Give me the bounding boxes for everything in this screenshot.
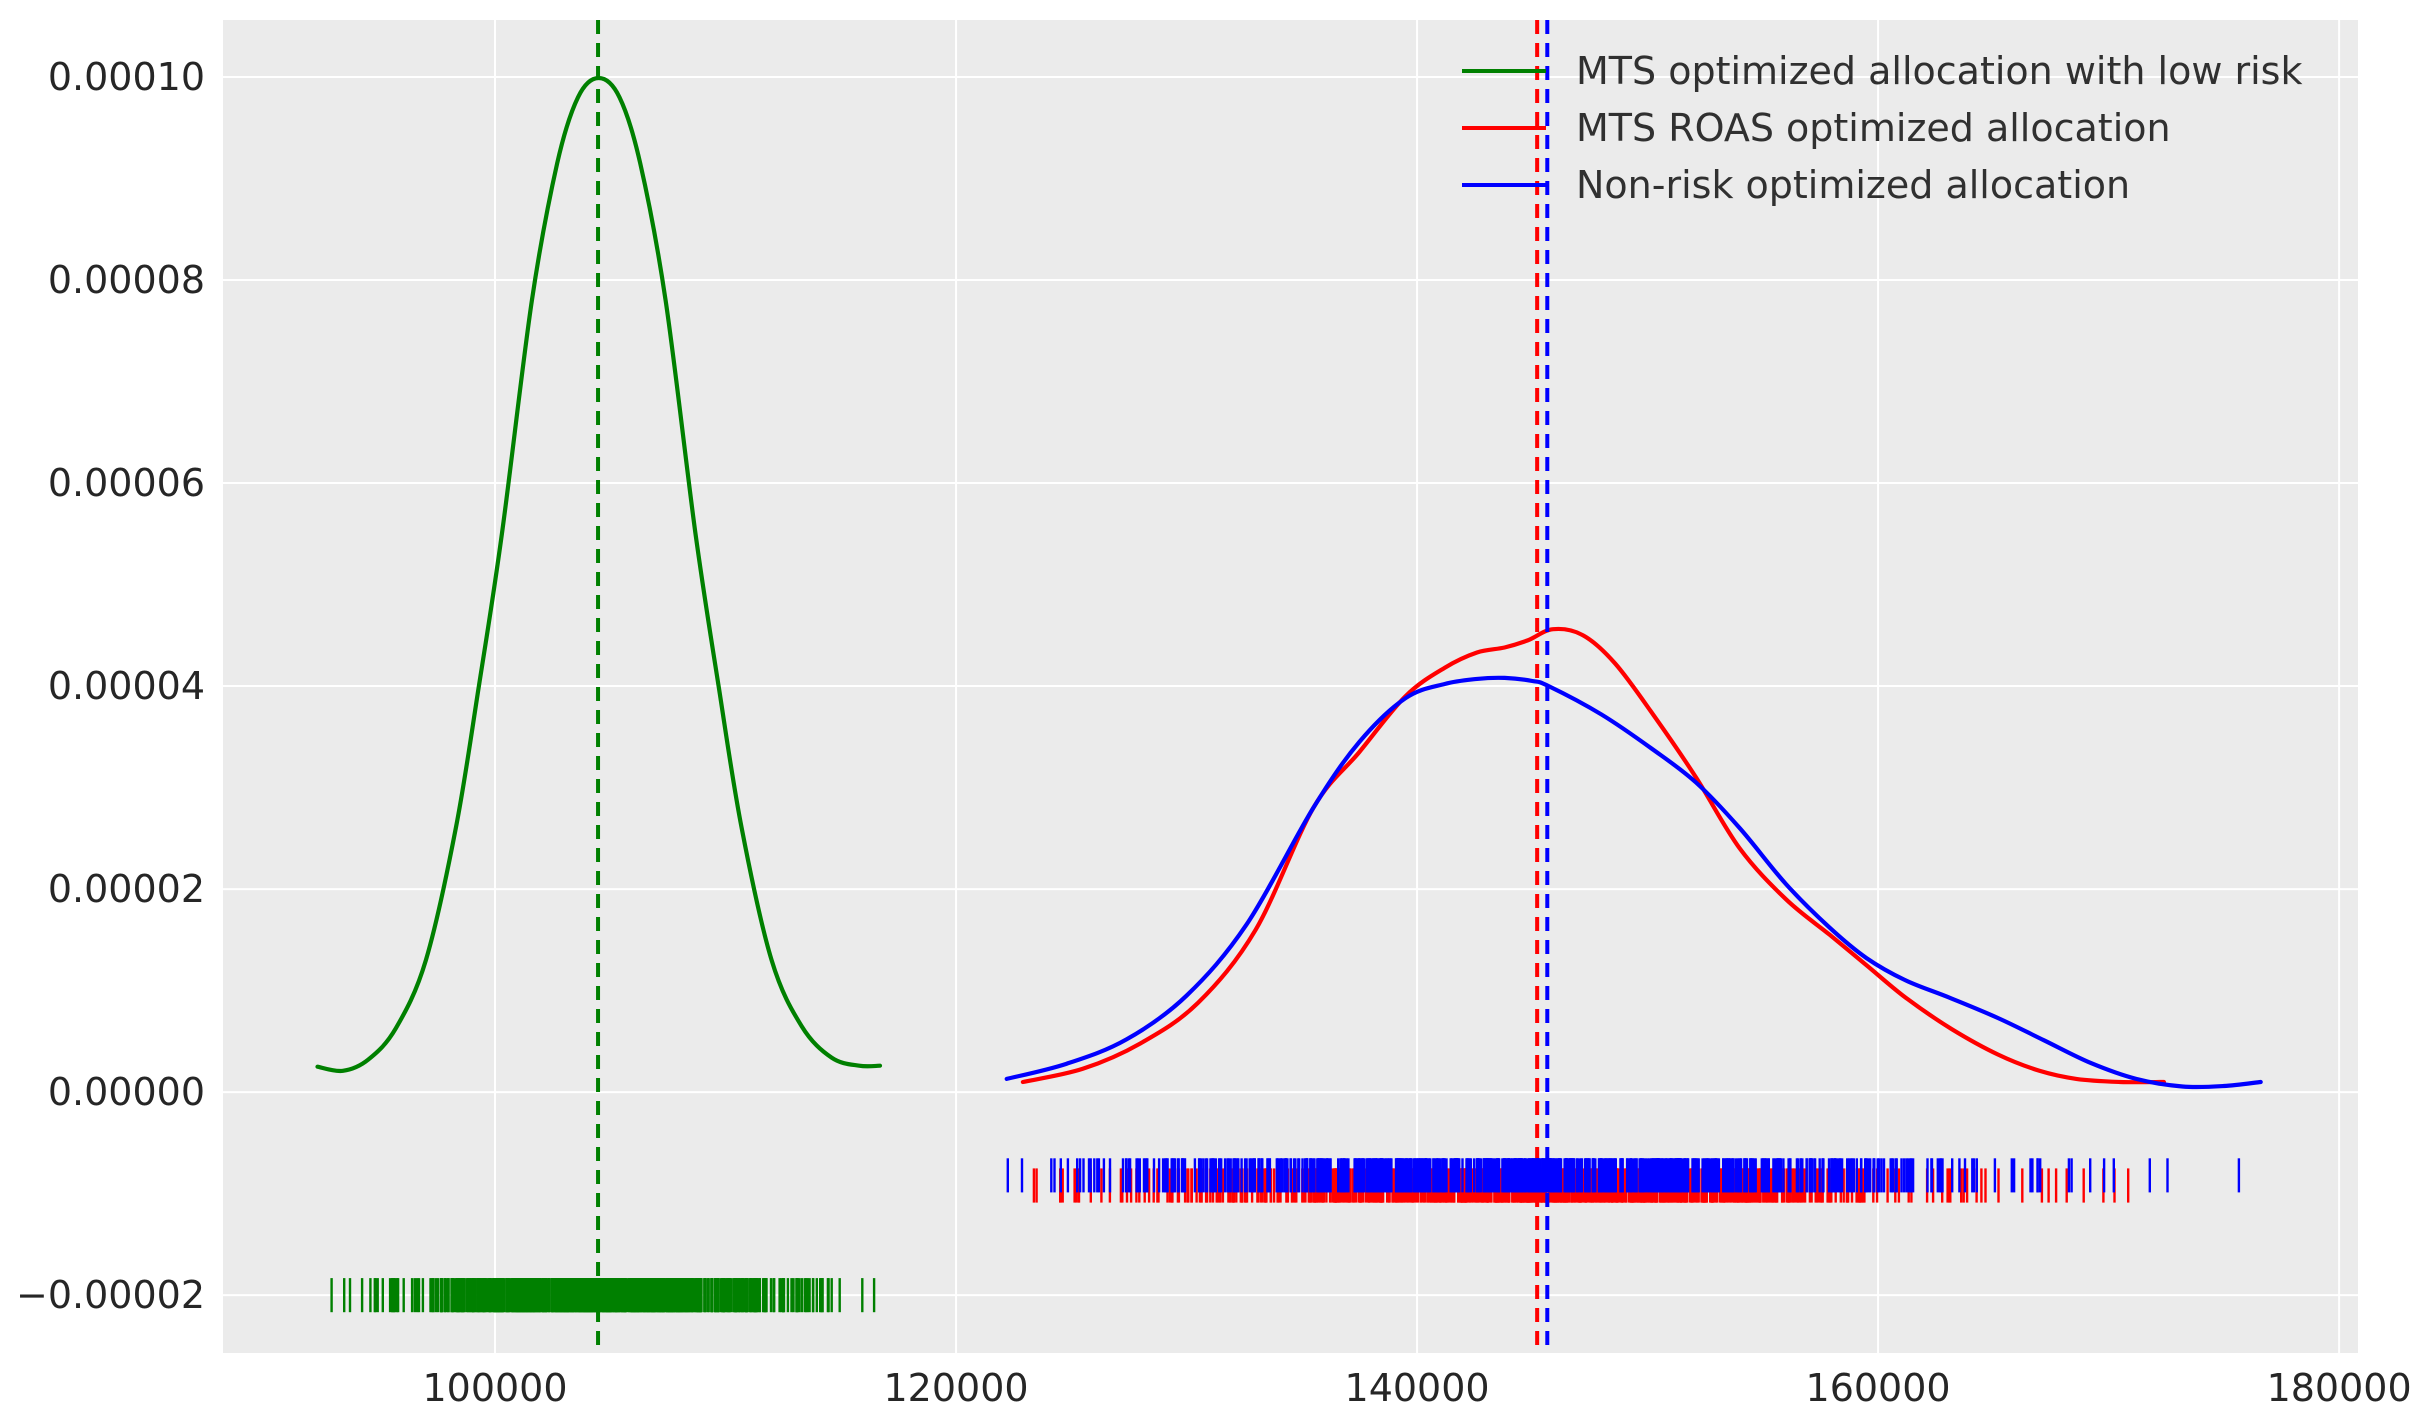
kde-curve-cff0000 [1020, 626, 2166, 1085]
y-tick-label: 0.00010 [48, 55, 205, 99]
rug-c0000ff [1006, 1158, 2241, 1193]
y-tick-label: 0.00008 [48, 258, 205, 302]
legend-label: MTS ROAS optimized allocation [1576, 105, 2171, 150]
legend-label: Non-risk optimized allocation [1576, 162, 2131, 207]
x-tick-label: 140000 [1345, 1366, 1490, 1410]
legend-swatch-green [1462, 68, 1546, 73]
x-tick-label: 160000 [1806, 1366, 1951, 1410]
legend-item-low-risk: MTS optimized allocation with low risk [1462, 42, 2302, 99]
legend-item-roas: MTS ROAS optimized allocation [1462, 99, 2302, 156]
x-tick-label: 120000 [883, 1366, 1028, 1410]
rug-c008000 [330, 1278, 876, 1313]
legend-swatch-red [1462, 125, 1546, 130]
legend-label: MTS optimized allocation with low risk [1576, 48, 2303, 93]
x-tick-label: 180000 [2267, 1366, 2412, 1410]
y-tick-label: −0.00002 [16, 1273, 205, 1317]
legend-item-non-risk: Non-risk optimized allocation [1462, 156, 2302, 213]
y-tick-label: 0.00002 [48, 867, 205, 911]
kde-curve-c008000 [315, 75, 883, 1074]
y-tick-label: 0.00004 [48, 664, 205, 708]
legend: MTS optimized allocation with low risk M… [1462, 42, 2302, 213]
y-tick-label: 0.00000 [48, 1070, 205, 1114]
kde-curve-c0000ff [1004, 675, 2263, 1090]
x-tick-label: 100000 [422, 1366, 567, 1410]
y-tick-label: 0.00006 [48, 461, 205, 505]
legend-swatch-blue [1462, 182, 1546, 187]
